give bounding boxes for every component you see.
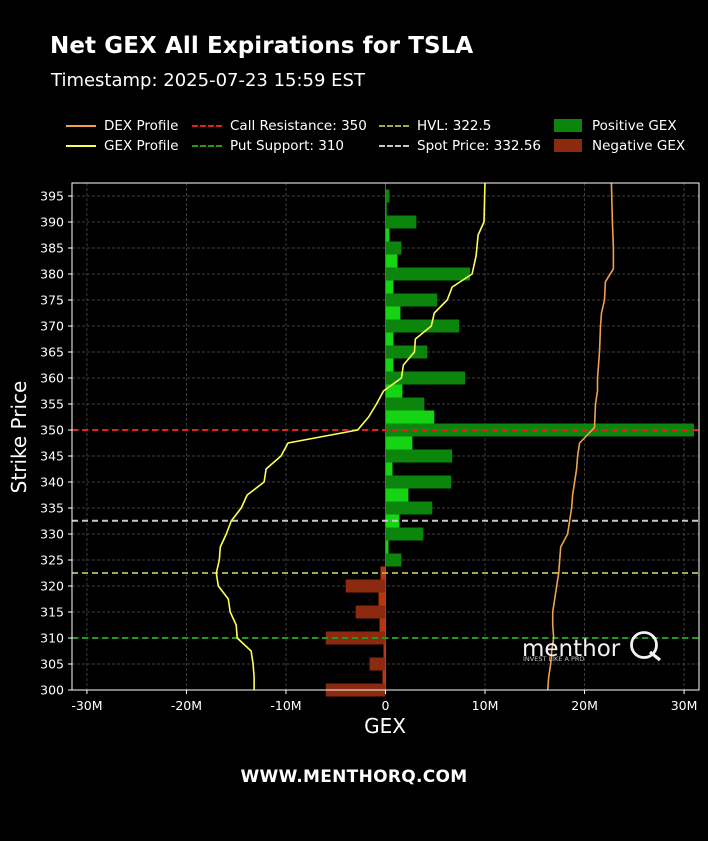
y-tick-label: 340 — [40, 475, 64, 490]
positive-gex-bar-380: Positive GEX 380 — [385, 267, 471, 281]
legend-swatch-call-resistance — [192, 125, 222, 127]
positive-gex-bar-390: Positive GEX 390 — [385, 215, 417, 229]
y-tick-label: 320 — [40, 579, 64, 594]
bars: Positive GEX 395Positive GEX 390Positive… — [325, 189, 695, 697]
positive-gex-bar-385: Positive GEX 385 — [385, 241, 402, 255]
watermark-brand: menthor — [522, 636, 621, 662]
legend-swatch-positive-gex — [554, 119, 582, 132]
negative-gex-bar-307_5: Negative GEX 307.5 — [383, 644, 386, 658]
x-axis-label: GEX — [364, 714, 406, 738]
y-tick-label: 310 — [40, 631, 64, 646]
x-tick-label: -10M — [270, 698, 301, 713]
chart-subtitle: Timestamp: 2025-07-23 15:59 EST — [51, 70, 365, 91]
legend: DEX Profile GEX Profile Call Resistance:… — [66, 116, 706, 156]
x-tick-label: 10M — [472, 698, 499, 713]
positive-gex-bar-357_5: Positive GEX 357.5 — [385, 384, 403, 398]
y-tick-label: 315 — [40, 605, 64, 620]
positive-gex-bar-392_5: Positive GEX 392.5 — [385, 202, 387, 216]
legend-swatch-spot — [379, 145, 409, 147]
positive-gex-bar-360: Positive GEX 360 — [385, 371, 466, 385]
positive-gex-bar-327_5: Positive GEX 327.5 — [385, 540, 389, 554]
positive-gex-bar-375: Positive GEX 375 — [385, 293, 438, 307]
y-tick-label: 395 — [40, 189, 64, 204]
negative-gex-bar-302_5: Negative GEX 302.5 — [382, 670, 386, 684]
positive-gex-bar-340: Positive GEX 340 — [385, 475, 452, 489]
y-tick-label: 380 — [40, 267, 64, 282]
y-tick-label: 385 — [40, 241, 64, 256]
positive-gex-bar-370: Positive GEX 370 — [385, 319, 460, 333]
positive-gex-bar-395: Positive GEX 395 — [385, 189, 390, 203]
legend-label-call-resistance: Call Resistance: 350 — [230, 118, 367, 134]
legend-label-negative-gex: Negative GEX — [592, 138, 686, 154]
q-logo-icon — [630, 631, 661, 662]
positive-gex-bar-382_5: Positive GEX 382.5 — [385, 254, 398, 268]
positive-gex-bar-337_5: Positive GEX 337.5 — [385, 488, 409, 502]
positive-gex-bar-345: Positive GEX 345 — [385, 449, 453, 463]
positive-gex-bar-367_5: Positive GEX 367.5 — [385, 332, 394, 346]
positive-gex-bar-362_5: Positive GEX 362.5 — [385, 358, 394, 372]
legend-label-hvl: HVL: 322.5 — [417, 118, 492, 134]
positive-gex-bar-387_5: Positive GEX 387.5 — [385, 228, 390, 242]
y-tick-label: 350 — [40, 423, 64, 438]
positive-gex-bar-377_5: Positive GEX 377.5 — [385, 280, 394, 294]
legend-swatch-hvl — [379, 125, 409, 127]
legend-label-dex: DEX Profile — [104, 118, 179, 134]
negative-gex-bar-317_5: Negative GEX 317.5 — [378, 592, 386, 606]
x-tick-label: -20M — [171, 698, 202, 713]
footer-website: WWW.MENTHORQ.COM — [240, 767, 468, 787]
x-tick-label: 0 — [382, 698, 390, 713]
watermark: menthor INVEST LIKE A PRO — [522, 631, 661, 663]
watermark-tagline: INVEST LIKE A PRO — [523, 655, 585, 663]
negative-gex-bar-305: Negative GEX 305 — [369, 657, 386, 671]
x-tick-label: 30M — [671, 698, 698, 713]
legend-swatch-gex — [66, 145, 96, 147]
legend-swatch-put-support — [192, 145, 222, 147]
negative-gex-bar-320: Negative GEX 320 — [345, 579, 386, 593]
chart-title: Net GEX All Expirations for TSLA — [50, 33, 474, 59]
y-tick-label: 300 — [40, 683, 64, 698]
y-tick-label: 370 — [40, 319, 64, 334]
x-tick-label: -30M — [71, 698, 102, 713]
y-tick-label: 390 — [40, 215, 64, 230]
negative-gex-bar-312_5: Negative GEX 312.5 — [379, 618, 386, 632]
y-tick-label: 355 — [40, 397, 64, 412]
y-tick-label: 330 — [40, 527, 64, 542]
legend-label-positive-gex: Positive GEX — [592, 118, 677, 134]
y-tick-label: 325 — [40, 553, 64, 568]
positive-gex-bar-365: Positive GEX 365 — [385, 345, 428, 359]
y-tick-label: 375 — [40, 293, 64, 308]
profile-lines — [215, 182, 615, 691]
gex-profile-line — [215, 182, 486, 690]
legend-label-gex: GEX Profile — [104, 138, 179, 154]
x-tick-label: 20M — [571, 698, 598, 713]
positive-gex-bar-335: Positive GEX 335 — [385, 501, 433, 515]
positive-gex-bar-350: Positive GEX 350 — [385, 423, 695, 437]
dex-profile-line — [546, 182, 615, 691]
negative-gex-bar-315: Negative GEX 315 — [355, 605, 386, 619]
positive-gex-bar-342_5: Positive GEX 342.5 — [385, 462, 393, 476]
y-tick-label: 305 — [40, 657, 64, 672]
legend-swatch-dex — [66, 125, 96, 127]
positive-gex-bar-325: Positive GEX 325 — [385, 553, 402, 567]
reference-lines — [72, 183, 699, 690]
y-tick-label: 365 — [40, 345, 64, 360]
legend-label-put-support: Put Support: 310 — [230, 138, 345, 154]
y-axis-label: Strike Price — [7, 381, 31, 494]
legend-label-spot: Spot Price: 332.56 — [417, 138, 541, 154]
positive-gex-bar-372_5: Positive GEX 372.5 — [385, 306, 401, 320]
y-tick-label: 335 — [40, 501, 64, 516]
legend-swatch-negative-gex — [554, 139, 582, 152]
positive-gex-bar-330: Positive GEX 330 — [385, 527, 424, 541]
positive-gex-bar-352_5: Positive GEX 352.5 — [385, 410, 435, 424]
tick-labels: -30M -20M -10M 0 10M 20M 30M 300 305 310 315 320 325… — [40, 189, 697, 714]
y-tick-label: 345 — [40, 449, 64, 464]
positive-gex-bar-355: Positive GEX 355 — [385, 397, 425, 411]
y-tick-label: 360 — [40, 371, 64, 386]
positive-gex-bar-347_5: Positive GEX 347.5 — [385, 436, 413, 450]
